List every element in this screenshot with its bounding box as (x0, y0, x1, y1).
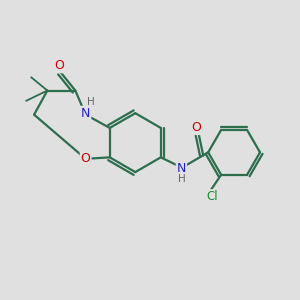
Text: N: N (81, 107, 90, 120)
Text: H: H (87, 97, 95, 107)
Text: N: N (177, 162, 186, 175)
Text: O: O (54, 59, 64, 72)
Text: H: H (178, 174, 186, 184)
Text: Cl: Cl (206, 190, 218, 203)
Text: O: O (191, 121, 201, 134)
Text: O: O (81, 152, 91, 165)
